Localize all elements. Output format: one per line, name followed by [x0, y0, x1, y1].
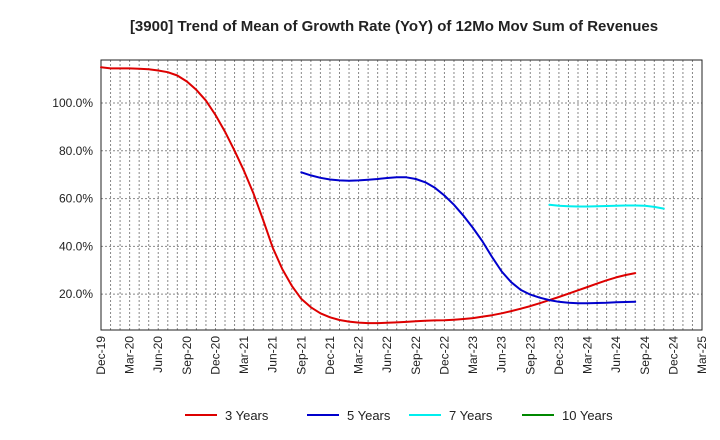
x-tick-label: Sep-23 [523, 336, 537, 375]
y-tick-label: 40.0% [59, 239, 93, 253]
series-line-3-years [100, 66, 637, 325]
x-tick-label: Sep-21 [294, 336, 308, 375]
x-tick-label: Mar-25 [695, 336, 709, 374]
x-tick-label: Sep-24 [638, 336, 652, 375]
x-tick-label: Sep-22 [409, 336, 423, 375]
x-tick-label: Jun-23 [495, 336, 509, 373]
x-tick-label: Dec-19 [94, 336, 108, 375]
x-tick-label: Jun-20 [151, 336, 165, 373]
y-axis: 20.0% 40.0% 60.0% 80.0% 100.0% [52, 96, 93, 301]
series-line-5-years [300, 171, 637, 305]
y-tick-label: 20.0% [59, 287, 93, 301]
x-tick-label: Mar-20 [123, 336, 137, 374]
series-layer [100, 66, 665, 325]
chart-title: [3900] Trend of Mean of Growth Rate (YoY… [130, 18, 658, 35]
legend-label: 7 Years [449, 408, 493, 423]
x-axis: Dec-19 Mar-20 Jun-20 Sep-20 Dec-20 Mar-21 Jun-… [94, 336, 709, 375]
x-tick-label: Sep-20 [180, 336, 194, 375]
x-tick-label: Jun-21 [266, 336, 280, 373]
series-line-7-years [548, 203, 665, 210]
legend-label: 5 Years [347, 408, 391, 423]
x-tick-label: Mar-22 [352, 336, 366, 374]
x-tick-label: Mar-21 [237, 336, 251, 374]
y-tick-label: 100.0% [52, 96, 93, 110]
legend-label: 10 Years [562, 408, 613, 423]
legend-label: 3 Years [225, 408, 269, 423]
x-tick-label: Dec-22 [437, 336, 451, 375]
x-tick-label: Mar-24 [581, 336, 595, 374]
x-tick-label: Dec-21 [323, 336, 337, 375]
x-tick-label: Dec-23 [552, 336, 566, 375]
plot-frame [100, 59, 703, 331]
x-tick-label: Mar-23 [466, 336, 480, 374]
x-tick-label: Dec-24 [666, 336, 680, 375]
grid [101, 60, 702, 330]
x-tick-label: Jun-24 [609, 336, 623, 373]
y-tick-label: 80.0% [59, 144, 93, 158]
y-tick-label: 60.0% [59, 192, 93, 206]
x-tick-label: Dec-20 [208, 336, 222, 375]
legend: 3 Years 5 Years 7 Years 10 Years [185, 408, 613, 423]
x-tick-label: Jun-22 [380, 336, 394, 373]
